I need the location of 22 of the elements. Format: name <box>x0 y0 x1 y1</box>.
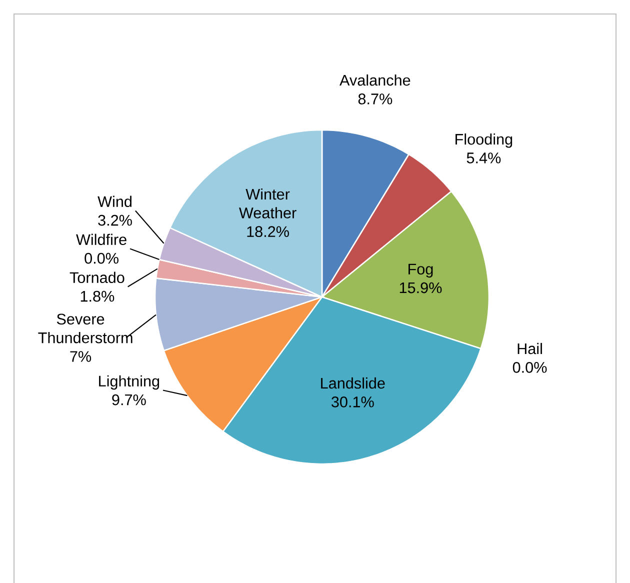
text: 0.0% <box>84 252 118 264</box>
text: 0.0% <box>512 362 547 373</box>
slice-label: Landslide <box>321 377 385 389</box>
slice-label: Avalanche <box>340 74 410 86</box>
category-label: Hail <box>518 342 542 354</box>
data-label: 15.9% <box>400 282 442 294</box>
slice-label: Tornado <box>70 272 124 284</box>
slice-label: Winter Weather <box>239 188 296 218</box>
slice-label: Lightning <box>99 375 160 390</box>
slice-label: Fog <box>408 264 433 278</box>
data-label: 5.4% <box>466 152 501 164</box>
slice-label: Flooding <box>456 133 512 148</box>
category-label: Wildfire <box>76 234 126 246</box>
data-label: 7% <box>70 351 92 362</box>
slice-label: Wind <box>98 196 132 208</box>
data-label: 1.8% <box>80 290 114 302</box>
data-label: 30.1% <box>332 396 374 408</box>
slice-label: Severe Thunderstorm <box>38 314 132 344</box>
data-label: 18.2% <box>247 226 289 238</box>
data-label: 3.2% <box>98 214 132 226</box>
data-label: 9.7% <box>112 394 146 406</box>
data-label: 8.7% <box>358 94 392 104</box>
